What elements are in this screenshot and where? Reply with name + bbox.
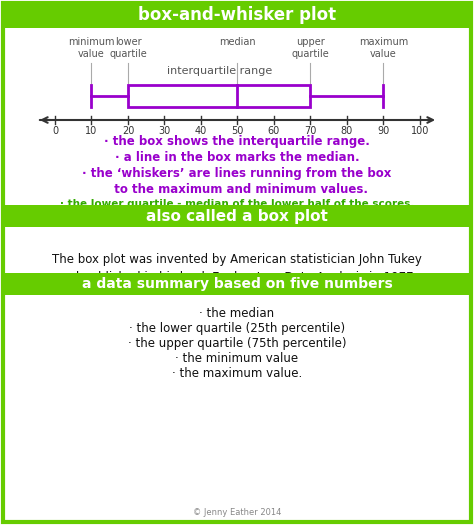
Bar: [3, 2, 471, 28]
Text: also called a box plot: also called a box plot: [146, 208, 328, 224]
Text: 50: 50: [231, 126, 244, 136]
Text: 30: 30: [158, 126, 171, 136]
Text: · the ‘whiskers’ are lines running from the box: · the ‘whiskers’ are lines running from …: [82, 167, 392, 180]
Text: and published in his book Exploratory Data Analysis in 1977.: and published in his book Exploratory Da…: [57, 271, 417, 284]
Bar: [3, 205, 471, 227]
Text: © Jenny Eather 2014: © Jenny Eather 2014: [193, 508, 281, 517]
Text: minimum
value: minimum value: [68, 37, 115, 59]
Text: · a line in the box marks the median.: · a line in the box marks the median.: [115, 151, 359, 164]
Bar: [128, 85, 310, 107]
Text: The box plot was invented by American statistician John Tukey: The box plot was invented by American st…: [52, 253, 422, 266]
Text: · the median: · the median: [200, 307, 274, 320]
Text: 0: 0: [52, 126, 58, 136]
Text: · the lower quartile - median of the lower half of the scores.: · the lower quartile - median of the low…: [60, 199, 414, 209]
Text: 80: 80: [341, 126, 353, 136]
Text: 100: 100: [411, 126, 429, 136]
Text: · the upper quartile - median of the upper half of the scores.: · the upper quartile - median of the upp…: [58, 213, 416, 223]
Text: · the upper quartile (75th percentile): · the upper quartile (75th percentile): [128, 337, 346, 350]
Text: 10: 10: [85, 126, 98, 136]
Text: 40: 40: [195, 126, 207, 136]
Text: interquartile range: interquartile range: [167, 66, 272, 76]
Text: box-and-whisker plot: box-and-whisker plot: [138, 6, 336, 24]
Text: to the maximum and minimum values.: to the maximum and minimum values.: [106, 183, 368, 196]
Bar: [3, 273, 471, 295]
Text: 60: 60: [268, 126, 280, 136]
Text: maximum
value: maximum value: [359, 37, 408, 59]
Text: · the box shows the interquartile range.: · the box shows the interquartile range.: [104, 135, 370, 148]
Text: upper
quartile: upper quartile: [292, 37, 329, 59]
Text: 90: 90: [377, 126, 390, 136]
Text: · the lower quartile (25th percentile): · the lower quartile (25th percentile): [129, 322, 345, 335]
Text: 20: 20: [122, 126, 134, 136]
Text: · the maximum value.: · the maximum value.: [172, 367, 302, 380]
Text: lower
quartile: lower quartile: [109, 37, 147, 59]
Text: · the minimum value: · the minimum value: [175, 352, 299, 365]
Text: median: median: [219, 37, 256, 47]
Text: 70: 70: [304, 126, 317, 136]
Text: a data summary based on five numbers: a data summary based on five numbers: [82, 277, 392, 291]
